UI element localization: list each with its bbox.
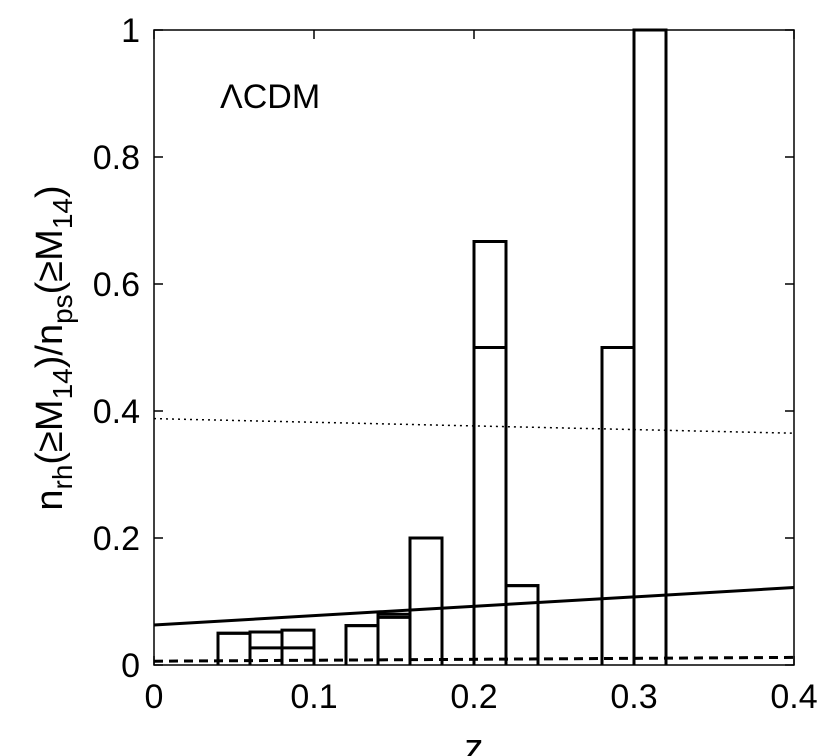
y-axis-label-part: (≥M: [29, 229, 71, 294]
axis-ticks: 0 0.1 0.2 0.3 0.4 0 0.2 0.4 0.6 0.8 1: [93, 12, 818, 716]
y-tick-label: 0.4: [93, 393, 140, 431]
histogram-2-bar: [632, 28, 668, 665]
histogram-2-bar: [248, 646, 284, 665]
histogram-2-bar: [472, 346, 508, 665]
plot-marks: [153, 28, 795, 665]
y-axis-label-part: (≥M: [29, 399, 71, 464]
histogram-2-bar: [504, 584, 540, 665]
y-tick-label: 0.8: [93, 139, 140, 177]
histogram-1-bar: [504, 584, 540, 665]
y-tick-label: 0.2: [93, 520, 140, 558]
histogram-1-bar: [408, 536, 444, 665]
histogram-2-bar: [408, 536, 444, 665]
y-tick-label: 1: [121, 12, 140, 50]
y-tick-label: 0: [121, 647, 140, 685]
histogram-1-bar: [600, 346, 636, 665]
x-tick-label: 0.3: [610, 678, 657, 716]
histogram-2-bar: [376, 612, 412, 665]
annotation-lcdm: ΛCDM: [220, 78, 320, 116]
histogram-1-bar: [376, 615, 412, 665]
y-axis-label-part: n: [29, 490, 71, 511]
histogram-1-bar: [632, 28, 668, 665]
x-tick-label: 0.1: [290, 678, 337, 716]
y-axis-label-subscript: rh: [47, 465, 78, 490]
x-tick-label: 0.2: [450, 678, 497, 716]
y-tick-label: 0.6: [93, 266, 140, 304]
y-axis-label: nrh(≥M14)/nps(≥M14): [29, 185, 78, 510]
histogram-2-bar: [280, 646, 316, 665]
y-axis-label-subscript: ps: [47, 294, 78, 324]
histogram-2-bar: [600, 346, 636, 665]
x-tick-label: 0: [145, 678, 164, 716]
y-axis-label-part: ): [29, 185, 71, 198]
y-axis-label-part: )/n: [29, 324, 71, 368]
histogram-1-bar: [472, 239, 508, 665]
y-axis-label-subscript: 14: [47, 198, 78, 229]
x-tick-label: 0.4: [770, 678, 817, 716]
y-axis-label-subscript: 14: [47, 368, 78, 399]
x-axis-label: z: [465, 727, 484, 756]
